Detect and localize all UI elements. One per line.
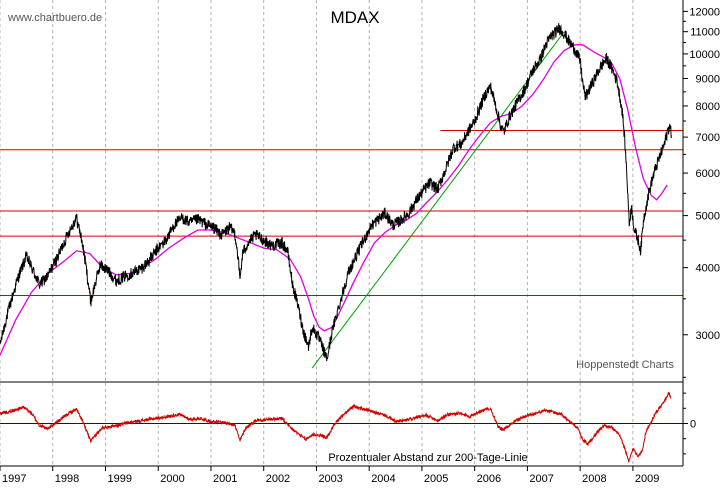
watermark: www.chartbuero.de	[7, 12, 102, 24]
indicator-label: Prozentualer Abstand zur 200-Tage-Linie	[328, 452, 527, 464]
price-series	[0, 23, 672, 362]
y-tick-label: 5000	[696, 211, 720, 223]
grid	[0, 0, 634, 466]
x-tick-label: 2005	[424, 473, 448, 485]
support-lines	[0, 130, 683, 296]
oscillator-line	[0, 391, 672, 463]
moving-average-200	[0, 44, 668, 356]
x-tick-label: 1999	[107, 473, 131, 485]
x-tick-label: 2000	[160, 473, 184, 485]
y-tick-label: 3000	[696, 330, 720, 342]
y-tick-label: 8000	[696, 101, 720, 113]
price-line	[0, 23, 672, 362]
x-tick-label: 2008	[582, 473, 606, 485]
x-tick-label: 2004	[371, 473, 395, 485]
osc-y-tick-label: 0	[690, 418, 696, 430]
y-tick-label: 11000	[690, 27, 720, 39]
x-tick-label: 1997	[2, 473, 26, 485]
oscillator-panel	[0, 391, 683, 463]
x-tick-label: 2002	[266, 473, 290, 485]
x-axis: 1997 1998 1999 2000 2001 2002 2003 2004 2005 2006…	[0, 466, 659, 485]
chart-title: MDAX	[330, 8, 379, 27]
trend-line	[311, 31, 565, 369]
x-tick-label: 1998	[55, 473, 79, 485]
x-tick-label: 2007	[529, 473, 553, 485]
source-label: Hoppenstedt Charts	[576, 359, 674, 371]
x-tick-label: 2001	[213, 473, 237, 485]
x-tick-label: 2003	[318, 473, 342, 485]
ma200-line	[0, 44, 668, 356]
y-tick-label: 12000	[689, 6, 720, 18]
x-tick-label: 2009	[635, 473, 659, 485]
y-tick-label: 10000	[689, 49, 720, 61]
trend-line-segment	[311, 31, 565, 369]
chart-frame	[0, 0, 684, 467]
x-tick-label: 2006	[477, 473, 501, 485]
y-tick-label: 4000	[696, 263, 720, 275]
y-tick-label: 7000	[696, 132, 720, 144]
y-tick-label: 6000	[696, 168, 720, 180]
y-tick-label: 9000	[696, 73, 720, 85]
y-axis: 3000 4000 5000 6000 7000 8000 9000 10000 11000 12…	[683, 6, 720, 455]
